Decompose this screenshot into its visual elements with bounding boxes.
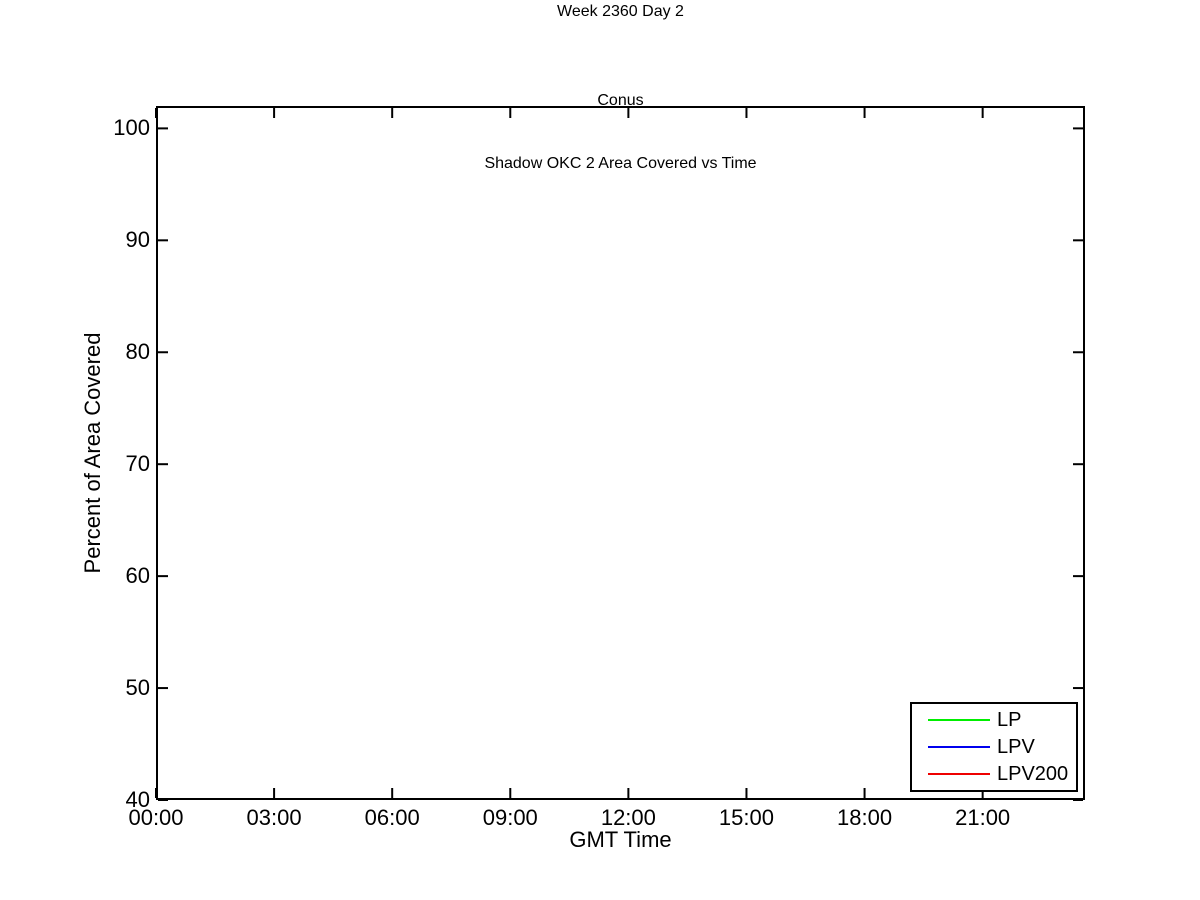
y-tick-label: 70 — [125, 451, 150, 477]
x-tick-label: 00:00 — [128, 805, 184, 830]
y-tick-label: 50 — [125, 675, 150, 701]
y-tick-label: 40 — [125, 787, 150, 812]
x-tick-label: 21:00 — [955, 805, 1011, 830]
axes-title-line1: Conus — [597, 92, 644, 109]
y-tick-label: 60 — [125, 563, 150, 589]
axes-title-line2: Shadow OKC 2 Area Covered vs Time — [484, 155, 757, 172]
legend-line-sample — [928, 745, 990, 748]
x-axis-label: GMT Time — [569, 827, 672, 852]
x-tick-label: 12:00 — [600, 805, 656, 830]
y-tick-label: 80 — [125, 339, 150, 365]
legend-entry-LPV200: LPV200 — [928, 763, 1076, 785]
legend-line-sample — [928, 719, 990, 722]
axes-title: Conus Shadow OKC 2 Area Covered vs Time — [156, 48, 1085, 216]
x-tick-label: 03:00 — [246, 805, 302, 830]
legend-label: LPV — [997, 735, 1035, 758]
legend-label: LPV200 — [997, 762, 1069, 785]
x-tick-label: 06:00 — [364, 805, 420, 830]
legend: LP LPV LPV200 — [910, 702, 1078, 792]
y-axis-label: Percent of Area Covered — [80, 332, 105, 574]
x-tick-label: 09:00 — [482, 805, 538, 830]
legend-entry-LP: LP — [928, 709, 1076, 731]
legend-entry-LPV: LPV — [928, 736, 1076, 758]
y-tick-label: 90 — [125, 227, 150, 253]
axes-box — [156, 106, 1085, 800]
legend-line-sample — [928, 772, 990, 775]
y-tick-label: 100 — [113, 115, 150, 141]
x-tick-label: 18:00 — [837, 805, 893, 830]
figure-suptitle: Week 2360 Day 2 — [557, 3, 684, 20]
legend-label: LP — [997, 709, 1022, 732]
x-tick-label: 15:00 — [718, 805, 774, 830]
